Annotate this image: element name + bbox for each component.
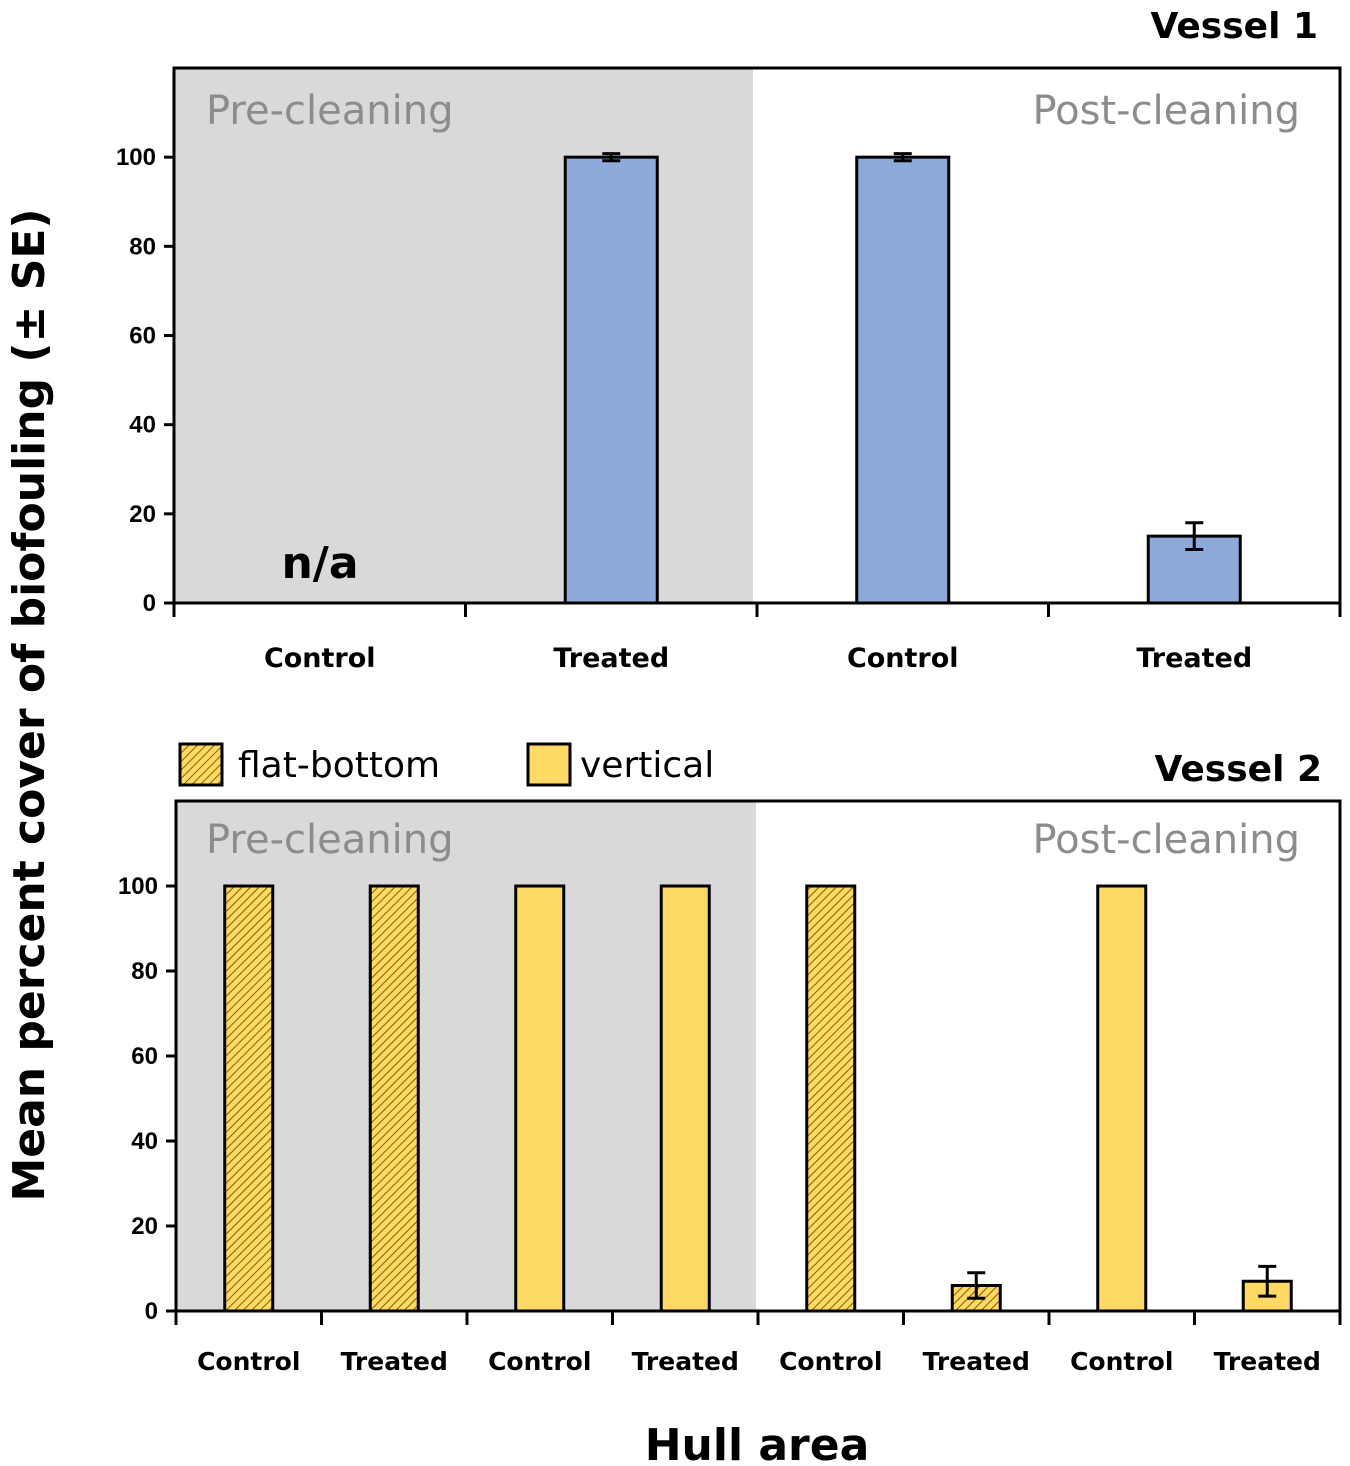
bar [659, 884, 711, 1313]
vessel-2-title: Vessel 2 [1154, 749, 1322, 790]
bar [368, 884, 420, 1313]
legend: flat-bottom vertical [178, 742, 714, 787]
legend-vertical-swatch [526, 742, 572, 787]
y-tick-label: 100 [116, 144, 156, 171]
x-tick-label: Control [264, 643, 376, 674]
x-tick-label: Treated [341, 1347, 448, 1376]
vessel-2-pre-cleaning-label: Pre-cleaning [206, 817, 453, 863]
x-tick-label: Control [779, 1347, 882, 1376]
x-tick-label: Treated [923, 1347, 1030, 1376]
y-tick-label: 60 [131, 1043, 158, 1070]
vessel-2-panel: Vessel 2 Pre-cleaning Post-cleaning 0 20 4… [118, 749, 1342, 1376]
y-tick-label: 0 [143, 590, 156, 617]
bar [1096, 884, 1148, 1313]
x-tick-label: Control [488, 1347, 591, 1376]
x-tick-label: Treated [632, 1347, 739, 1376]
bar [805, 884, 857, 1313]
y-tick-label: 60 [129, 323, 156, 350]
y-tick-label: 0 [145, 1298, 158, 1325]
x-tick-label: Treated [1214, 1347, 1321, 1376]
vessel-1-y-axis: 0 20 40 60 80 100 [116, 144, 174, 617]
vessel-1-title: Vessel 1 [1150, 6, 1318, 47]
vessel-1-x-axis: Control Treated Control Treated [172, 603, 1342, 674]
vessel-1-na-label: n/a [281, 538, 358, 589]
vessel-1-bars [563, 152, 1242, 605]
x-tick-label: Treated [553, 643, 669, 674]
x-tick-label: Control [847, 643, 959, 674]
vessel-1-post-cleaning-label: Post-cleaning [1032, 88, 1300, 134]
legend-flat-bottom-swatch [178, 742, 224, 787]
vessel-2-bars [223, 884, 1293, 1313]
bar [563, 155, 659, 605]
vessel-1-pre-cleaning-label: Pre-cleaning [206, 88, 453, 134]
vessel-1-pre-cleaning-shade [174, 68, 753, 603]
bar [855, 155, 951, 605]
y-tick-label: 20 [129, 501, 156, 528]
vessel-2-x-axis: Control Treated Control Treated Control Treat… [174, 1311, 1342, 1376]
vessel-2-y-axis: 0 20 40 60 80 100 [118, 873, 176, 1325]
x-tick-label: Treated [1136, 643, 1252, 674]
x-axis-title: Hull area [645, 1420, 870, 1466]
legend-vertical-label: vertical [580, 745, 714, 786]
bar [223, 884, 275, 1313]
y-tick-label: 100 [118, 873, 158, 900]
y-tick-label: 20 [131, 1213, 158, 1240]
y-axis-title: Mean percent cover of biofouling (± SE) [4, 208, 55, 1201]
bar [514, 884, 566, 1313]
y-tick-label: 40 [129, 412, 156, 439]
y-tick-label: 40 [131, 1128, 158, 1155]
x-tick-label: Control [197, 1347, 300, 1376]
x-tick-label: Control [1070, 1347, 1173, 1376]
legend-flat-bottom-label: flat-bottom [238, 745, 440, 786]
y-tick-label: 80 [131, 958, 158, 985]
vessel-2-post-cleaning-label: Post-cleaning [1032, 817, 1300, 863]
y-tick-label: 80 [129, 233, 156, 260]
vessel-1-panel: Vessel 1 Pre-cleaning Post-cleaning n/a … [116, 6, 1342, 674]
